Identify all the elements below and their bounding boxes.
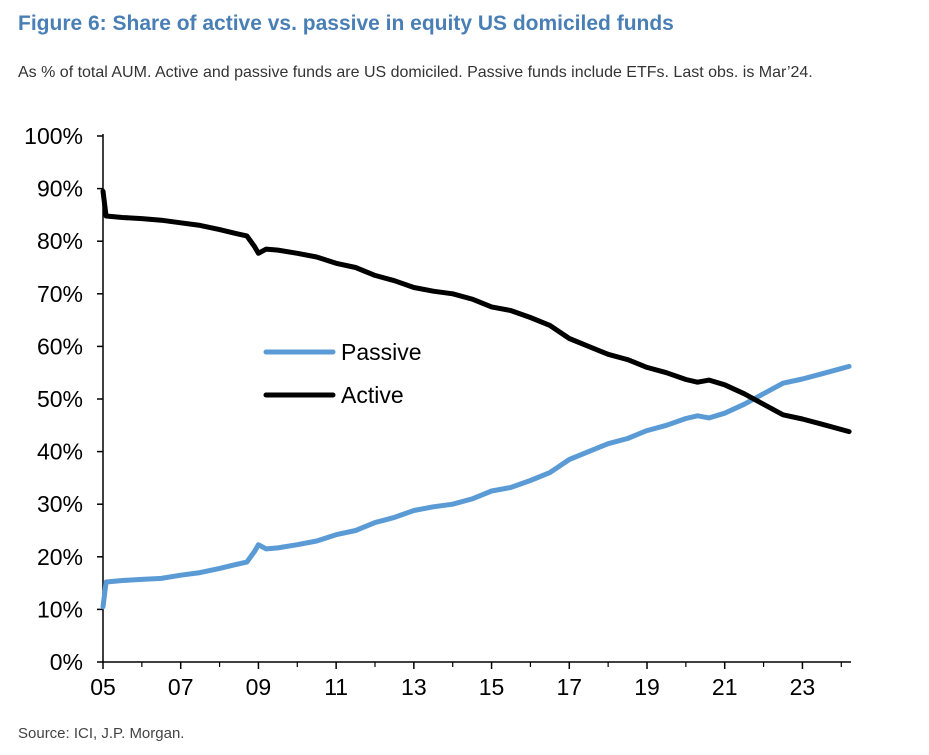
x-tick-label: 15 (479, 674, 505, 700)
x-tick-label: 05 (90, 674, 116, 700)
line-chart: 0% 10% 20% 30% 40% 50% 60% 70% 80% 90% 100% 05 07 09 1… (24, 123, 852, 700)
y-tick-label: 100% (24, 123, 83, 149)
x-tick-label: 07 (168, 674, 194, 700)
series-line-active (100, 188, 852, 435)
series-line-passive (100, 363, 852, 610)
y-tick-label: 70% (37, 281, 83, 307)
x-tick-label: 23 (790, 674, 816, 700)
x-tick-label: 09 (246, 674, 272, 700)
source-note: Source: ICI, J.P. Morgan. (18, 725, 185, 742)
chart-subtitle: As % of total AUM. Active and passive fu… (18, 64, 813, 81)
y-tick-label: 20% (37, 544, 83, 570)
y-tick-label: 0% (50, 649, 83, 675)
y-tick-label: 10% (37, 596, 83, 622)
x-tick-label: 21 (712, 674, 738, 700)
y-tick-label: 40% (37, 439, 83, 465)
y-tick-label: 90% (37, 176, 83, 202)
y-tick-label: 30% (37, 491, 83, 517)
x-tick-label: 13 (401, 674, 427, 700)
y-tick-label: 50% (37, 386, 83, 412)
chart-title: Figure 6: Share of active vs. passive in… (18, 12, 674, 35)
legend-label-active: Active (341, 382, 404, 408)
legend-label-passive: Passive (341, 339, 422, 365)
x-tick-label: 11 (324, 674, 348, 700)
x-tick-label: 17 (556, 674, 582, 700)
y-tick-label: 80% (37, 228, 83, 254)
x-tick-label: 19 (634, 674, 660, 700)
y-tick-label: 60% (37, 333, 83, 359)
